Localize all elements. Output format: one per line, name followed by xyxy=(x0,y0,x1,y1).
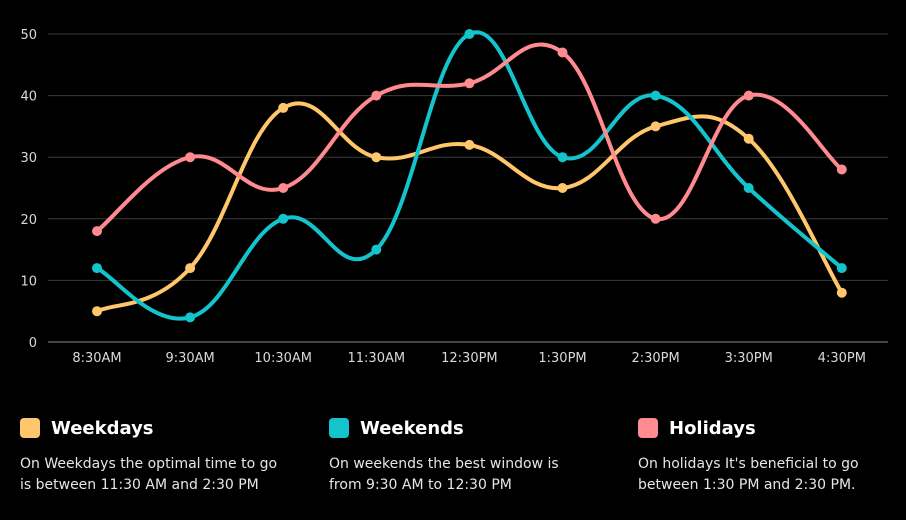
x-tick-label-8: 4:30PM xyxy=(818,351,866,366)
legend-swatch-holidays xyxy=(638,418,658,438)
legend-item-weekends: Weekends On weekends the best window is … xyxy=(329,416,614,496)
data-point-holidays-8 xyxy=(836,164,847,175)
x-tick-label-0: 8:30AM xyxy=(72,351,121,366)
x-axis-ticks: 8:30AM 9:30AM 10:30AM 11:30AM 12:30PM 1:30PM 2… xyxy=(72,351,866,366)
data-point-weekdays-5 xyxy=(557,183,568,193)
data-point-holidays-0 xyxy=(92,226,102,237)
data-point-weekdays-4 xyxy=(464,139,475,150)
x-tick-label-6: 2:30PM xyxy=(631,351,679,366)
y-axis-ticks: 0 10 20 30 40 50 xyxy=(20,28,37,351)
data-point-holidays-4 xyxy=(464,78,475,89)
series-lines xyxy=(95,30,844,321)
data-point-weekdays-3 xyxy=(371,152,382,163)
legend-swatch-weekends xyxy=(329,418,349,438)
data-point-weekends-1 xyxy=(185,312,196,323)
legend-description-weekends: On weekends the best window is from 9:30… xyxy=(329,456,559,493)
data-point-weekends-6 xyxy=(650,90,661,101)
x-tick-label-2: 10:30AM xyxy=(254,351,312,366)
data-point-weekends-2 xyxy=(278,213,289,224)
legend-item-weekdays: Weekdays On Weekdays the optimal time to… xyxy=(20,416,305,496)
data-point-holidays-7 xyxy=(743,90,754,101)
data-point-holidays-2 xyxy=(278,183,289,193)
x-tick-label-1: 9:30AM xyxy=(165,351,214,366)
legend: Weekdays On Weekdays the optimal time to… xyxy=(0,416,906,520)
data-point-weekdays-0 xyxy=(92,306,102,317)
data-point-holidays-3 xyxy=(371,90,382,101)
data-point-weekends-3 xyxy=(371,244,382,255)
y-tick-label-20: 20 xyxy=(20,213,37,228)
data-point-holidays-5 xyxy=(557,47,568,58)
data-points xyxy=(92,29,847,323)
data-point-holidays-6 xyxy=(650,213,661,224)
y-tick-label-50: 50 xyxy=(20,28,37,43)
y-tick-label-10: 10 xyxy=(20,274,37,289)
series-line-holidays xyxy=(95,42,844,234)
legend-description-weekdays: On Weekdays the optimal time to go is be… xyxy=(20,456,278,493)
data-point-weekends-7 xyxy=(743,183,754,193)
data-point-weekdays-1 xyxy=(185,263,196,274)
data-point-weekends-0 xyxy=(92,263,102,274)
legend-swatch-weekdays xyxy=(20,418,40,438)
data-point-weekends-5 xyxy=(557,152,568,163)
legend-title-weekends: Weekends xyxy=(360,417,464,439)
data-point-weekdays-2 xyxy=(278,102,289,113)
data-point-weekends-4 xyxy=(464,29,475,39)
x-tick-label-4: 12:30PM xyxy=(441,351,498,366)
data-point-weekdays-7 xyxy=(743,133,754,144)
line-chart: 0 10 20 30 40 50 8:30AM 9:30AM 10:30AM 11:30AM 12… xyxy=(20,28,888,366)
data-point-weekends-8 xyxy=(836,263,847,274)
y-tick-label-40: 40 xyxy=(20,90,37,105)
y-tick-label-30: 30 xyxy=(20,151,37,166)
y-tick-label-0: 0 xyxy=(29,336,37,351)
series-line-weekends xyxy=(95,30,844,321)
data-point-weekdays-6 xyxy=(650,121,661,132)
legend-title-weekdays: Weekdays xyxy=(51,417,154,439)
data-point-weekdays-8 xyxy=(836,287,847,298)
data-point-holidays-1 xyxy=(185,152,196,163)
legend-description-holidays: On holidays It's beneficial to go betwee… xyxy=(638,456,859,493)
x-tick-label-7: 3:30PM xyxy=(725,351,773,366)
legend-item-holidays: Holidays On holidays It's beneficial to … xyxy=(638,416,906,496)
x-tick-label-3: 11:30AM xyxy=(348,351,406,366)
x-tick-label-5: 1:30PM xyxy=(538,351,586,366)
legend-title-holidays: Holidays xyxy=(669,417,756,439)
